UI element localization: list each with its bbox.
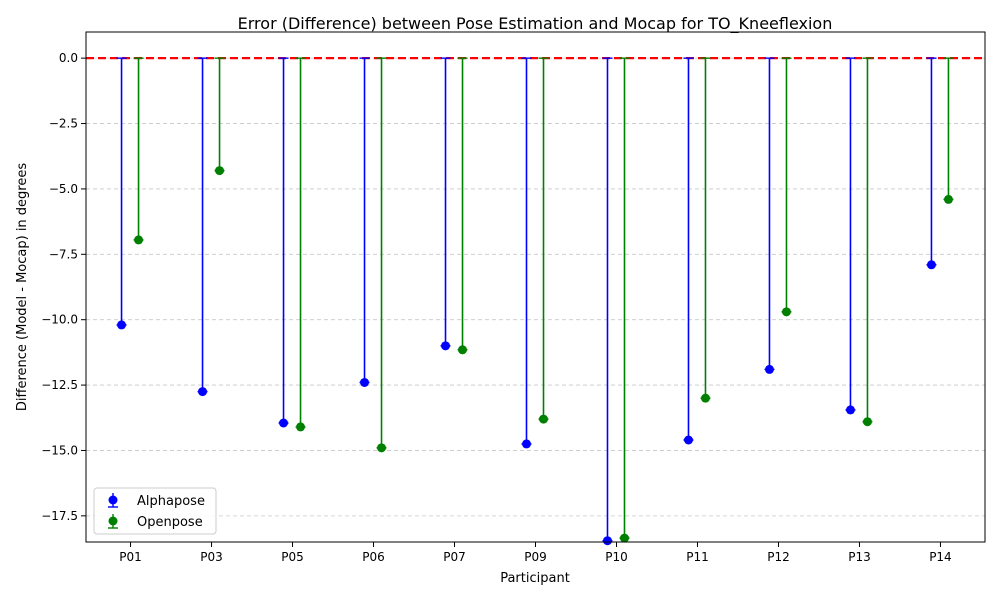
x-tick-label: P09 bbox=[524, 550, 547, 564]
legend-alphapose-label: Alphapose bbox=[137, 494, 205, 509]
x-tick-label: P14 bbox=[929, 550, 952, 564]
y-tick-label: −17.5 bbox=[41, 509, 78, 523]
openpose-point bbox=[458, 345, 468, 355]
alphapose-point bbox=[198, 387, 208, 397]
legend-openpose-label: Openpose bbox=[137, 515, 203, 530]
y-tick-label: −2.5 bbox=[49, 117, 78, 131]
alphapose-point bbox=[279, 418, 289, 428]
openpose-point bbox=[539, 414, 548, 424]
alphapose-point bbox=[683, 435, 693, 445]
openpose-point bbox=[296, 422, 306, 432]
legend-box bbox=[93, 487, 217, 535]
y-tick-label: −10.0 bbox=[41, 313, 78, 327]
x-tick-label: P01 bbox=[119, 550, 142, 564]
x-tick-label: P06 bbox=[362, 550, 385, 564]
x-axis-ticks: P01 P03 P05 P06 P07 P09 P10 P11 P12 P13 P14 bbox=[119, 542, 952, 564]
y-axis-label: Difference (Model - Mocap) in degrees bbox=[15, 163, 30, 411]
openpose-point bbox=[619, 533, 629, 543]
x-tick-label: P12 bbox=[767, 550, 790, 564]
openpose-point bbox=[134, 235, 144, 245]
alphapose-point bbox=[764, 364, 774, 374]
alphapose-point bbox=[522, 439, 531, 449]
openpose-point bbox=[862, 417, 872, 427]
x-axis-label: Participant bbox=[500, 571, 570, 586]
openpose-point bbox=[700, 393, 710, 403]
openpose-point bbox=[781, 307, 791, 317]
alphapose-point bbox=[117, 320, 127, 330]
chart-title: Error (Difference) between Pose Estimati… bbox=[238, 14, 833, 34]
openpose-point bbox=[215, 166, 225, 176]
x-tick-label: P13 bbox=[848, 550, 871, 564]
legend-openpose-marker bbox=[108, 516, 118, 526]
alphapose-point bbox=[441, 341, 451, 351]
openpose-point bbox=[943, 194, 953, 204]
y-axis-ticks: 0.0 −2.5 −5.0 −7.5 −10.0 −12.5 −15.0 −17.5 bbox=[41, 51, 86, 523]
x-tick-label: P11 bbox=[686, 550, 709, 564]
y-gridlines bbox=[86, 57, 985, 517]
legend: Alphapose Openpose bbox=[93, 487, 217, 535]
x-tick-label: P05 bbox=[281, 550, 304, 564]
x-tick-label: P07 bbox=[443, 550, 466, 564]
alphapose-point bbox=[845, 405, 855, 415]
y-tick-label: −12.5 bbox=[41, 378, 78, 392]
y-tick-label: −15.0 bbox=[41, 443, 78, 457]
alphapose-point bbox=[602, 536, 612, 546]
y-tick-label: 0.0 bbox=[59, 51, 78, 65]
alphapose-point bbox=[926, 260, 936, 270]
y-tick-label: −5.0 bbox=[49, 182, 78, 196]
x-tick-label: P03 bbox=[200, 550, 223, 564]
y-tick-label: −7.5 bbox=[49, 247, 78, 261]
x-tick-label: P10 bbox=[605, 550, 628, 564]
data-marks bbox=[116, 57, 954, 546]
openpose-point bbox=[377, 443, 387, 453]
alphapose-point bbox=[360, 377, 370, 387]
legend-alphapose-marker bbox=[108, 495, 118, 505]
